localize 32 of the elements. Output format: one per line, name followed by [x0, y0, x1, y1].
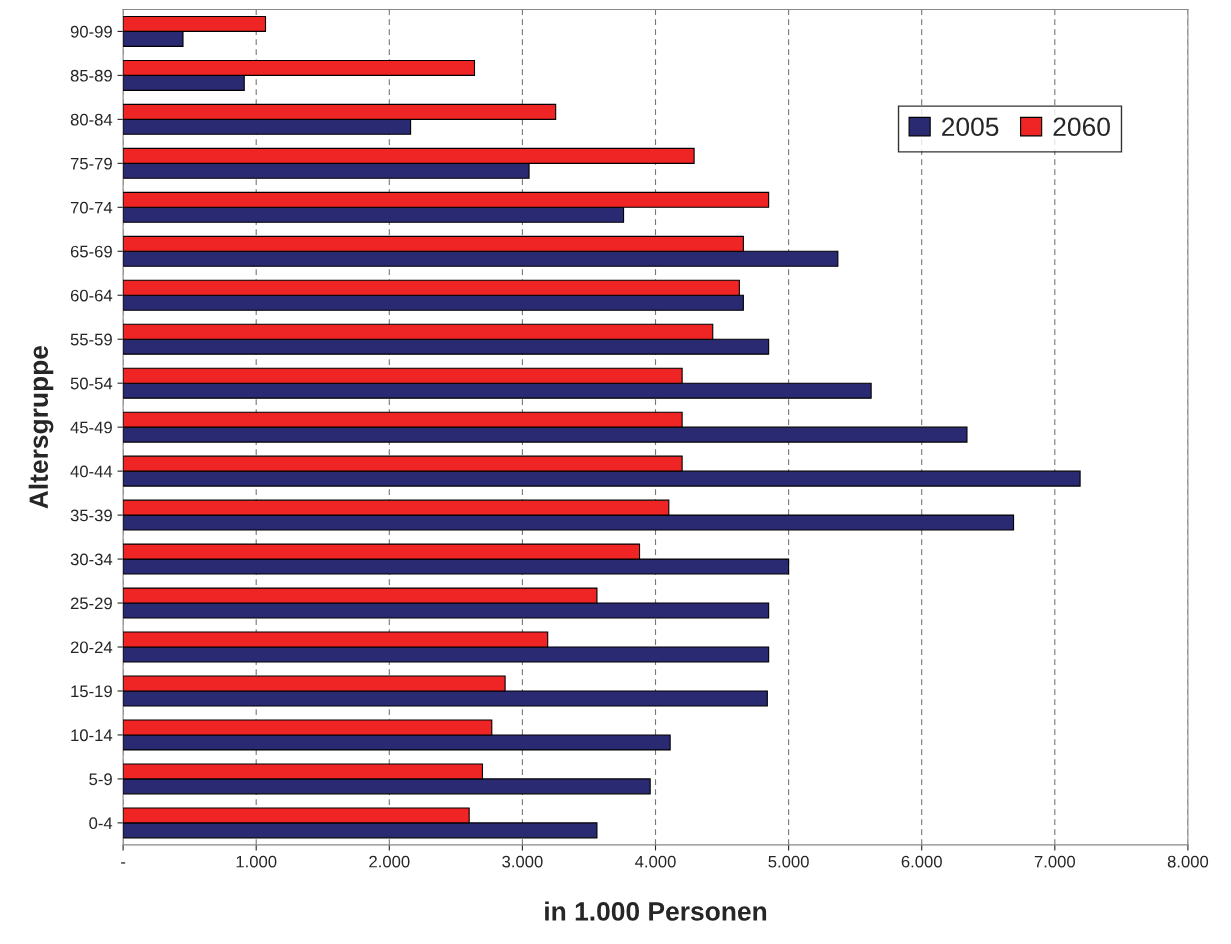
y-tick-label: 40-44 — [70, 465, 113, 478]
x-tick-label: 4.000 — [635, 855, 676, 868]
y-tick-label: 60-64 — [70, 289, 113, 302]
y-tick-label: 45-49 — [70, 421, 112, 434]
y-tick-label: 35-39 — [70, 509, 112, 522]
x-tick-label: 6.000 — [901, 855, 942, 868]
y-tick-label: 85-89 — [70, 69, 112, 82]
y-tick-label: 5-9 — [89, 773, 112, 786]
x-tick-label: 2.000 — [369, 855, 410, 868]
x-axis-title: in 1.000 Personen — [545, 901, 767, 921]
x-tick-label: 7.000 — [1034, 855, 1076, 868]
legend-label: 2060 — [1053, 117, 1110, 137]
y-tick-label: 90-99 — [70, 25, 112, 38]
y-tick-label: 75-79 — [70, 157, 112, 170]
x-tick-label: 3.000 — [502, 855, 543, 868]
x-tick-label: 5.000 — [768, 855, 809, 868]
y-tick-label: 0-4 — [89, 817, 113, 830]
y-tick-label: 30-34 — [70, 553, 113, 566]
y-tick-label: 10-14 — [71, 729, 113, 742]
y-tick-label: 65-69 — [70, 245, 112, 258]
y-axis-title: Altersgruppe — [28, 345, 54, 509]
y-tick-label: 70-74 — [70, 201, 113, 214]
x-tick-label: 1.000 — [236, 855, 277, 868]
y-tick-label: 25-29 — [70, 597, 112, 610]
y-tick-label: 20-24 — [70, 641, 113, 654]
y-tick-label: 15-19 — [71, 685, 112, 698]
x-tick-label: 8.000 — [1167, 855, 1209, 868]
y-tick-label: 50-54 — [70, 377, 113, 390]
y-tick-label: 55-59 — [70, 333, 112, 346]
y-tick-label: 80-84 — [70, 113, 113, 126]
legend-label: 2005 — [942, 117, 999, 137]
x-tick-label: - — [121, 862, 126, 864]
